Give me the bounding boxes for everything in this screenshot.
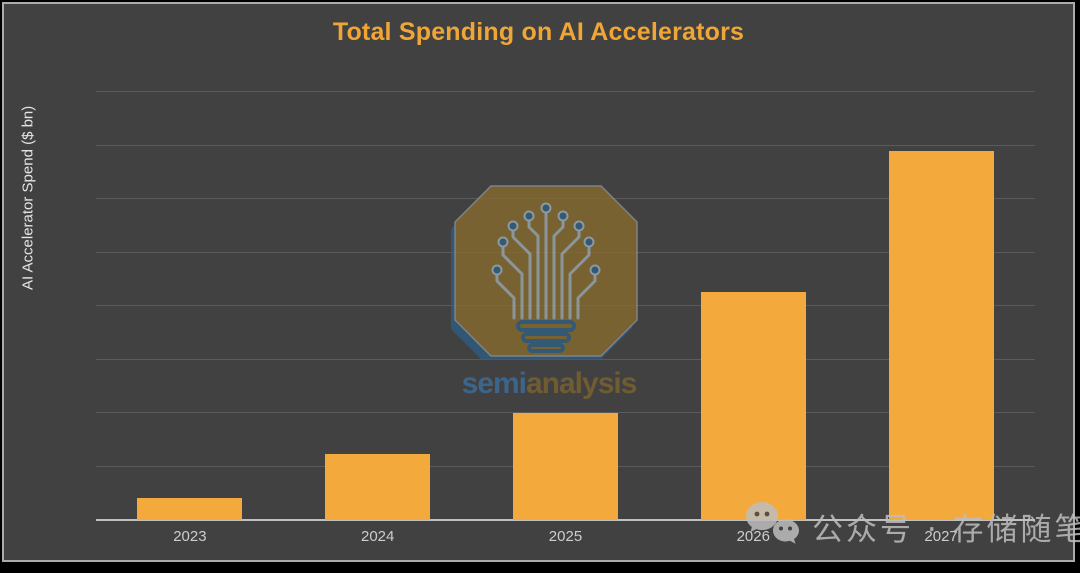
wordmark-analysis: analysis bbox=[525, 367, 637, 400]
chart-canvas: Total Spending on AI Accelerators AI Acc… bbox=[4, 4, 1080, 560]
bar-2025 bbox=[513, 413, 618, 520]
bar-2023 bbox=[137, 497, 243, 520]
wechat-watermark-text: 公众号 · 存储随笔 bbox=[812, 511, 1080, 548]
gridline-100 bbox=[96, 412, 1035, 414]
bar-2027 bbox=[888, 150, 994, 520]
bar-2024 bbox=[325, 453, 431, 520]
bar-2026 bbox=[700, 292, 806, 520]
wordmark-semi: semi bbox=[461, 367, 527, 400]
x-tick-label-2027: 2027 bbox=[924, 528, 958, 545]
chart-title: Total Spending on AI Accelerators bbox=[332, 18, 745, 46]
gridline-400 bbox=[96, 91, 1035, 93]
logo-circuit-vias bbox=[491, 202, 601, 276]
wechat-watermark: 公众号 · 存储随笔 bbox=[746, 502, 1080, 550]
logo-circuit-tree bbox=[495, 212, 597, 320]
x-tick-label-2025: 2025 bbox=[548, 528, 583, 545]
x-axis-line bbox=[96, 519, 1035, 521]
plot-area: 2023 2024 2025 2026 2027 bbox=[96, 60, 1035, 545]
x-tick-label-2023: 2023 bbox=[173, 528, 207, 545]
semianalysis-watermark: semianalysis bbox=[450, 182, 651, 401]
logo-bulb-base bbox=[516, 320, 576, 353]
x-tick-label-2026: 2026 bbox=[736, 528, 770, 545]
chart-frame: Total Spending on AI Accelerators AI Acc… bbox=[2, 2, 1080, 562]
gridline-350 bbox=[96, 144, 1035, 146]
semianalysis-logo-icon bbox=[450, 185, 638, 364]
semianalysis-wordmark: semianalysis bbox=[451, 367, 647, 401]
x-tick-label-2024: 2024 bbox=[361, 528, 395, 545]
wechat-icon bbox=[746, 502, 799, 544]
